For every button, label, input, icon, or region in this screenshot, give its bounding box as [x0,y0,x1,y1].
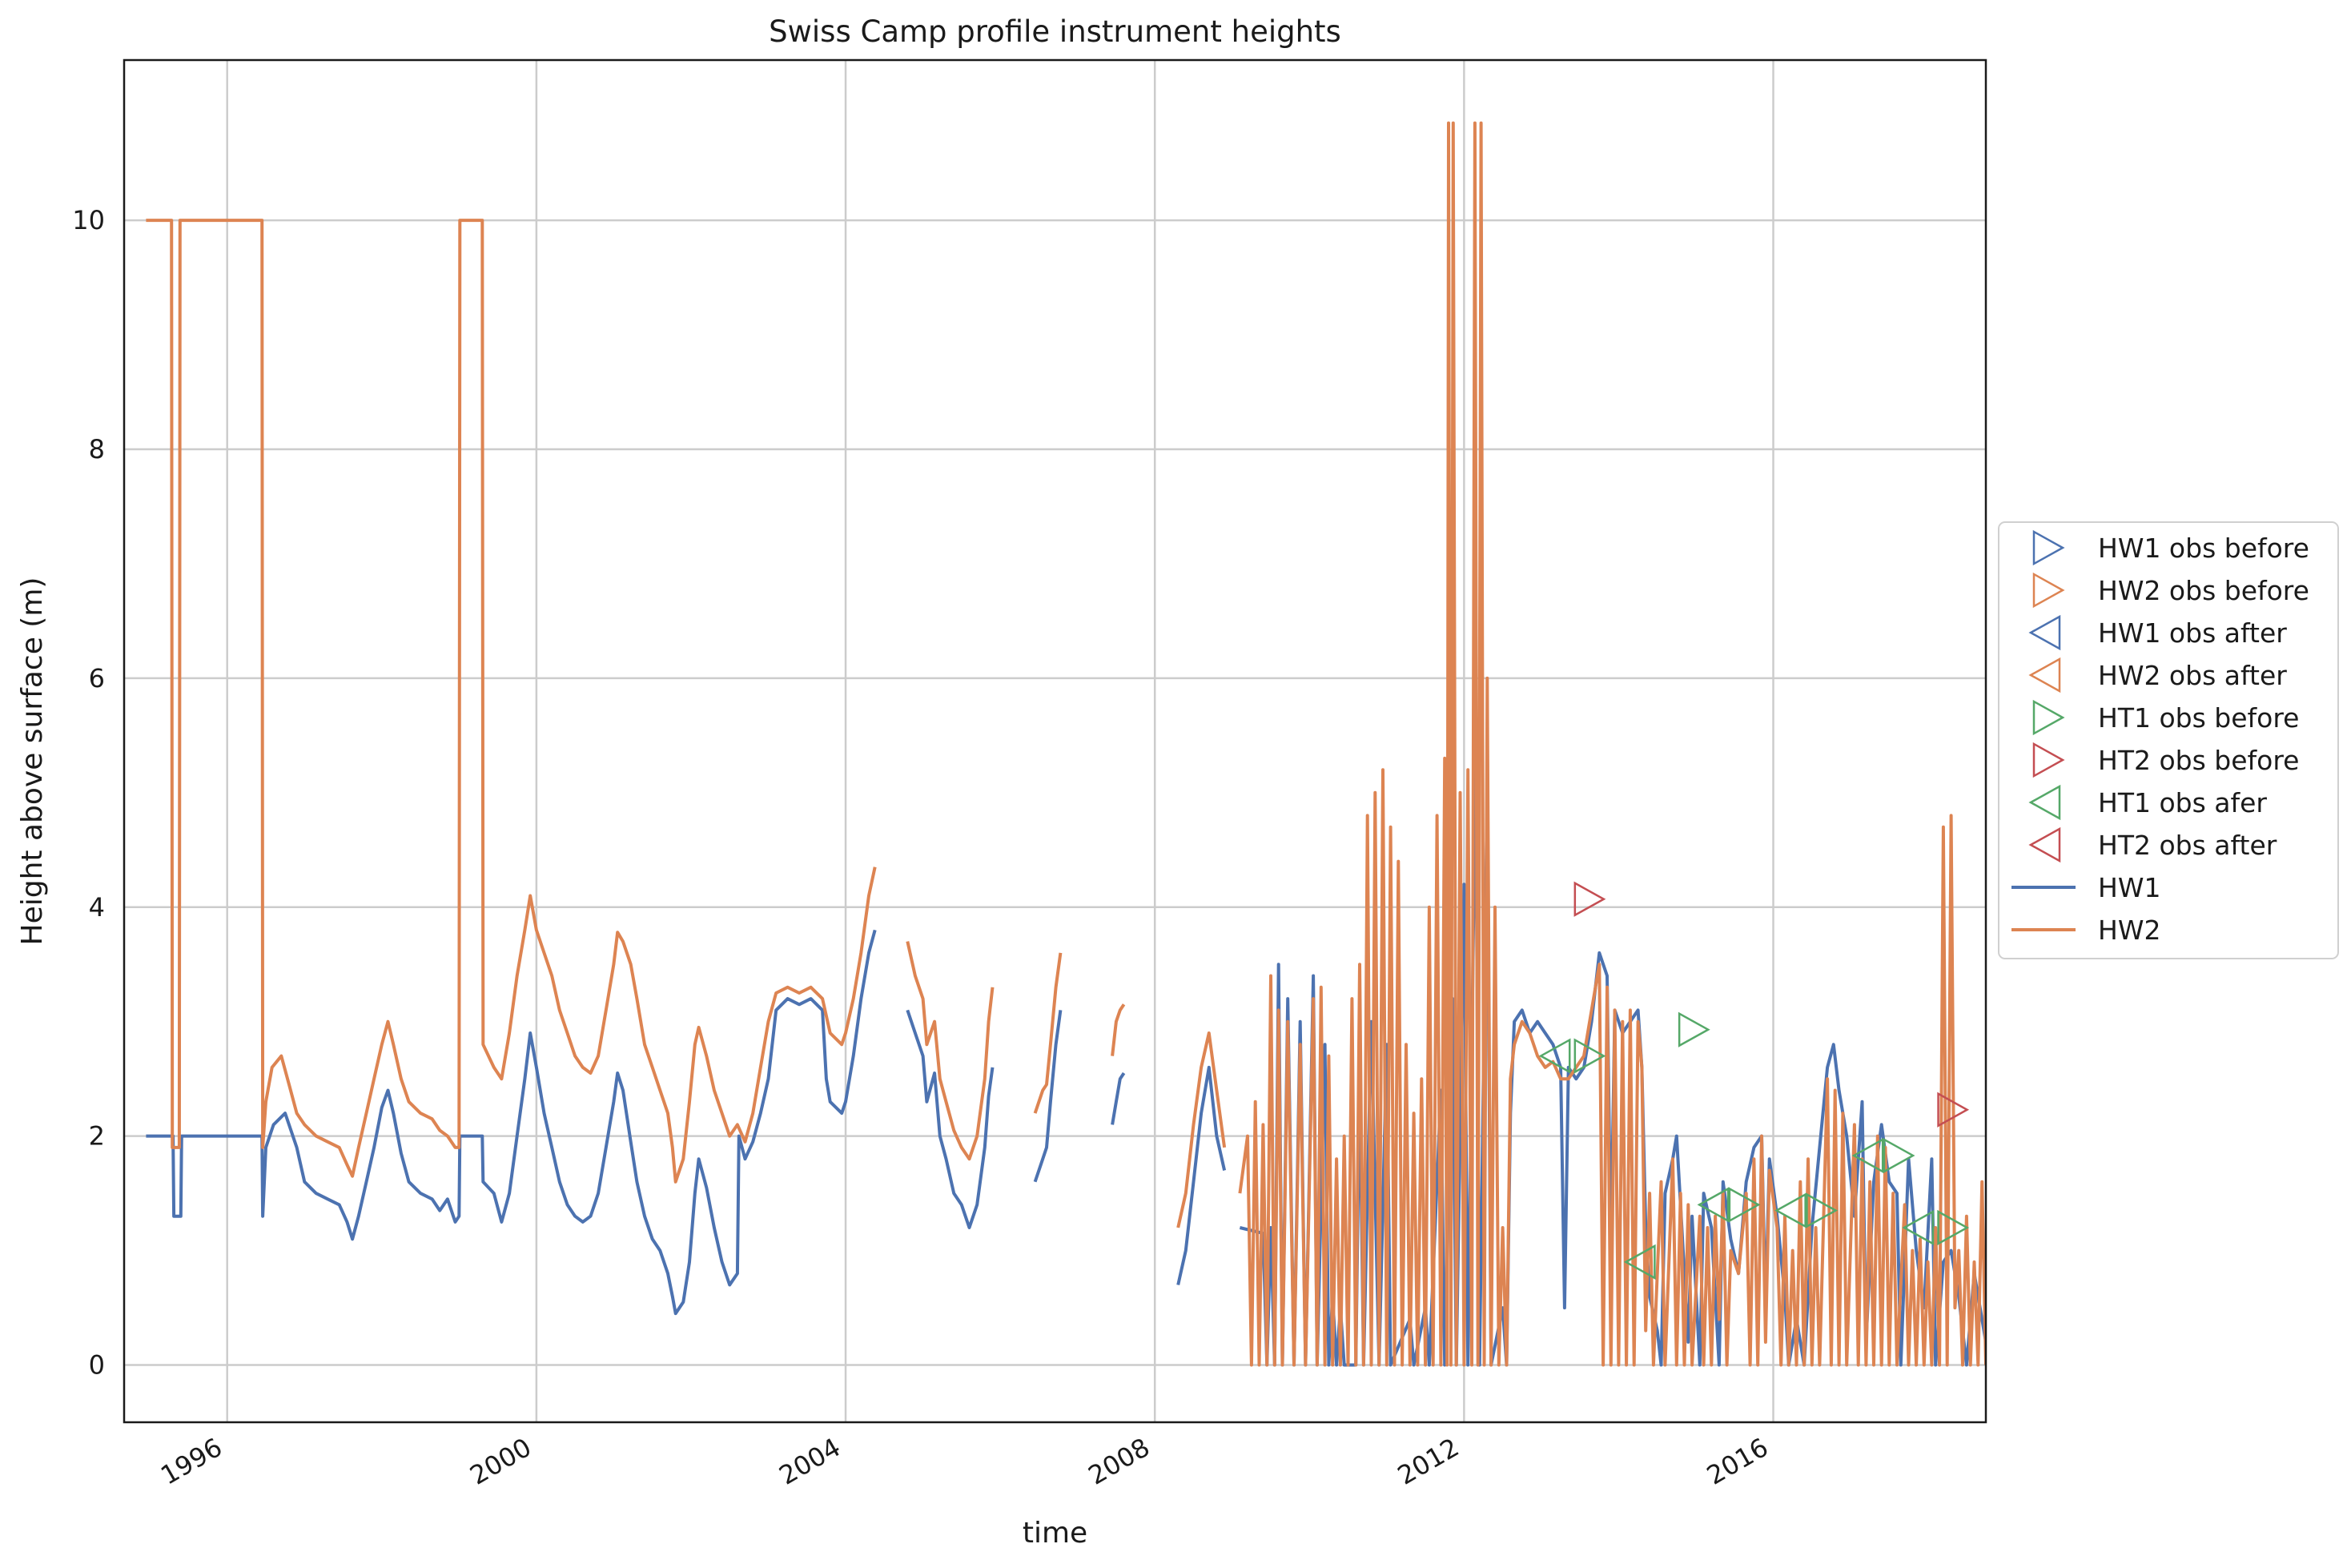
legend-label: HW2 [2098,915,2160,946]
marker-ht2-obs-before [1573,881,1606,917]
legend-label: HT2 obs before [2098,745,2299,776]
legend-label: HW1 [2098,872,2160,903]
legend-marker [2032,699,2065,736]
marker-ht1-obs-before [1937,1209,1970,1246]
marker-ht1-obs-before [1883,1137,1915,1174]
legend-label: HW1 obs after [2098,617,2287,649]
legend-marker [2028,826,2061,863]
marker-ht1-obs-afer [1697,1187,1730,1223]
marker-ht1-obs-before [1678,1011,1710,1047]
legend-marker [2028,657,2061,694]
y-tick-label: 2 [89,1121,105,1152]
y-tick-label: 0 [89,1350,105,1381]
legend-label: HT2 obs after [2098,830,2277,861]
marker-ht1-obs-afer [1902,1209,1935,1246]
plot-area [146,121,1986,1367]
marker-ht1-obs-before [1728,1187,1761,1223]
marker-layer [1538,881,1970,1281]
legend-box [1998,521,2339,959]
y-tick-label: 8 [89,434,105,464]
legend-label: HW1 obs before [2098,533,2309,564]
series-line-hw2 [1033,952,1063,1114]
series-line-hw2 [906,941,995,1161]
plot-frame [123,58,1987,1424]
marker-ht1-obs-afer [1623,1244,1656,1281]
legend-label: HW2 obs after [2098,660,2287,691]
y-tick-label: 6 [89,663,105,694]
legend-marker [2028,614,2061,651]
legend: HW1 obs before HW2 obs before HW1 obs afte… [1998,521,2339,959]
series-line-hw2 [1111,1003,1126,1056]
marker-ht1-obs-before [1573,1038,1606,1074]
y-axis-ticks: 0 2 4 6 8 10 [72,205,105,1380]
series-layer [146,121,1986,1367]
series-line-hw2 [1176,1031,1227,1228]
legend-label: HW2 obs before [2098,575,2309,606]
marker-ht1-obs-before [1806,1192,1839,1228]
marker-ht1-obs-afer [1774,1192,1806,1228]
chart-title: Swiss Camp profile instrument heights [769,14,1341,49]
x-axis-label: time [1023,1517,1087,1550]
series-line-hw2 [1238,121,1986,1367]
y-tick-label: 10 [72,205,105,235]
series-line-hw1 [146,929,877,1316]
marker-ht1-obs-afer [1538,1038,1571,1074]
series-line-hw2 [146,219,877,1184]
series-line-hw1 [1111,1071,1126,1125]
grid-lines [124,60,1986,1422]
legend-marker [2032,572,2065,609]
marker-ht2-obs-before [1937,1092,1970,1128]
series-line-hw1 [906,1009,995,1229]
series-line-hw1 [1033,1010,1063,1183]
y-tick-label: 4 [89,892,105,923]
legend-marker [2032,742,2065,778]
legend-marker [2028,784,2061,821]
legend-marker [2032,529,2065,566]
y-axis-label: Height above surface (m) [16,577,49,946]
series-line-hw1 [1176,1065,1227,1285]
legend-label: HT1 obs afer [2098,787,2267,818]
legend-label: HT1 obs before [2098,702,2299,734]
marker-ht1-obs-afer [1851,1137,1884,1174]
